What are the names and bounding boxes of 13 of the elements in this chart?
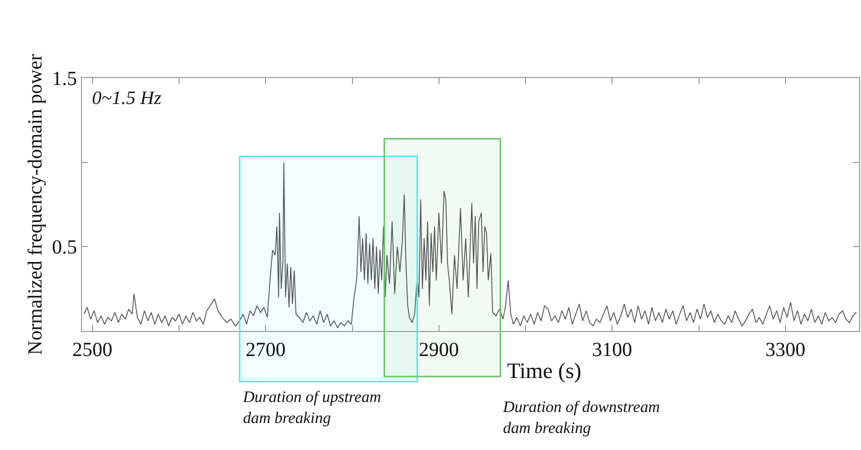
x-tick-label: 2700 — [246, 339, 286, 361]
band-label: Duration of upstream dam breaking — [242, 389, 382, 427]
y-tick-label: 0.5 — [52, 236, 77, 259]
x-tick-label: 3300 — [765, 339, 806, 361]
y-axis-title: Normalized frequency-domain power — [24, 54, 46, 355]
y-tick-label: 1.5 — [52, 68, 77, 90]
x-tick-label: 2900 — [418, 339, 459, 361]
x-axis-title: Time (s) — [507, 358, 582, 383]
x-tick-label: 2500 — [72, 339, 112, 361]
line-series — [83, 162, 857, 328]
band-label: Duration of downstream dam breaking — [502, 399, 660, 437]
x-tick-label: 3100 — [592, 339, 632, 361]
annotation: 0~1.5 Hz — [92, 88, 162, 109]
